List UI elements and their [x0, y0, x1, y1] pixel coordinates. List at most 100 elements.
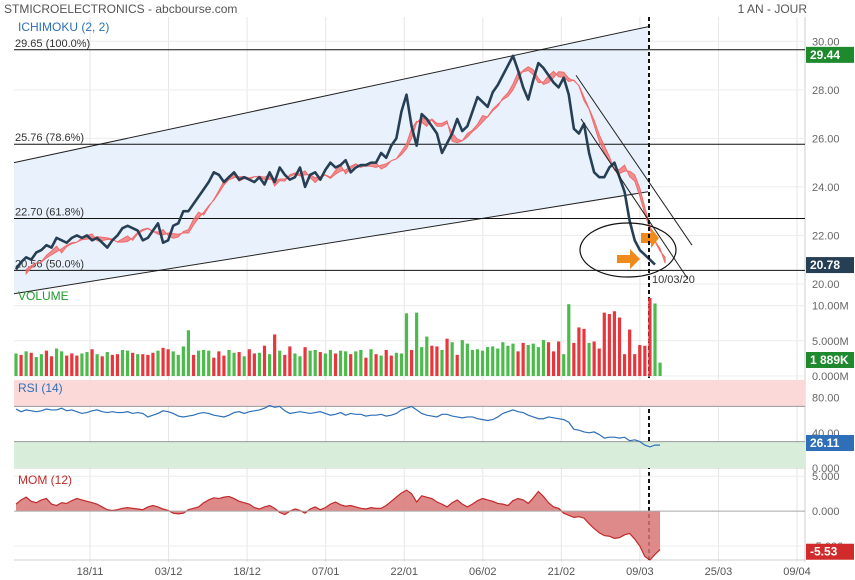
x-tick-label: 03/12: [155, 566, 183, 578]
volume-bar: [323, 353, 327, 376]
volume-bar: [308, 350, 312, 376]
volume-bar: [65, 355, 69, 376]
volume-bar: [267, 354, 272, 376]
rsi-axis-tick: 80.00: [812, 393, 840, 405]
volume-bar: [653, 303, 657, 376]
volume-bar: [136, 354, 140, 376]
price-axis-tick: 30.00: [812, 36, 840, 48]
volume-bar: [75, 355, 79, 376]
retracement-label: 25.76 (78.6%): [15, 132, 84, 144]
x-tick-label: 09/03: [626, 566, 654, 578]
volume-bar: [394, 352, 398, 376]
current-price-badge: 20.78: [810, 258, 840, 272]
panel-title-volume: VOLUME: [18, 289, 69, 303]
volume-bar: [44, 350, 49, 376]
volume-bar: [70, 353, 74, 376]
panel-title-mom: MOM (12): [18, 473, 72, 487]
volume-bar: [262, 345, 267, 376]
volume-bar: [491, 346, 495, 376]
volume-bar: [597, 348, 601, 376]
volume-bar: [186, 330, 191, 376]
x-tick-label: 18/12: [233, 566, 261, 578]
volume-bar: [430, 345, 434, 376]
volume-bar: [404, 313, 409, 376]
volume-bar: [415, 312, 419, 376]
volume-bar: [607, 314, 611, 376]
volume-bar: [511, 343, 515, 376]
volume-bar: [409, 349, 414, 376]
last-mom-badge: -5.53: [810, 545, 838, 559]
period-selector[interactable]: 1 AN - JOUR: [737, 2, 807, 16]
volume-bar: [460, 340, 464, 376]
volume-bar: [156, 350, 160, 376]
volume-bar: [551, 351, 556, 376]
volume-bar: [546, 342, 551, 376]
volume-axis-tick: 0.000M: [812, 371, 849, 383]
volume-bar: [115, 354, 120, 376]
volume-bar: [379, 355, 383, 376]
volume-bar: [318, 352, 322, 376]
volume-bar: [440, 349, 444, 376]
price-axis-tick: 28.00: [812, 85, 840, 97]
volume-bar: [207, 350, 211, 376]
volume-bar: [450, 342, 454, 376]
mom-axis-tick: 0.000: [812, 506, 840, 518]
volume-bar: [293, 353, 297, 376]
x-tick-label: 06/02: [469, 566, 497, 578]
price-axis-tick: 26.00: [812, 133, 840, 145]
volume-bar: [196, 350, 201, 376]
volume-bar: [303, 347, 307, 376]
volume-bar: [151, 352, 155, 376]
volume-axis-tick: 5.000M: [812, 336, 849, 348]
volume-bar: [445, 338, 449, 376]
volume-bar: [384, 349, 388, 376]
volume-bar: [222, 355, 226, 376]
last-rsi-badge: 26.11: [810, 436, 840, 450]
last-rsi-badge-bg: [806, 435, 854, 452]
volume-bar: [242, 356, 246, 376]
volume-bar: [470, 349, 475, 376]
volume-bar: [399, 353, 404, 376]
price-axis-tick: 24.00: [812, 182, 840, 194]
highlight-ellipse: [579, 222, 677, 278]
volume-bar: [531, 343, 535, 376]
rsi-line: [15, 404, 661, 448]
volume-bar: [567, 304, 571, 376]
volume-bar: [60, 351, 64, 376]
volume-bar: [131, 352, 135, 376]
volume-bar: [577, 327, 581, 376]
volume-bar: [364, 357, 368, 376]
volume-bar: [643, 345, 647, 376]
volume-bar: [622, 354, 627, 376]
mom-line: [15, 489, 661, 561]
volume-bar: [80, 353, 84, 376]
volume-bar: [181, 346, 185, 376]
last-volume-badge-bg: [806, 352, 854, 368]
volume-bar: [369, 349, 373, 376]
volume-bar: [19, 354, 23, 376]
volume-bar: [633, 354, 637, 376]
volume-bar: [475, 349, 480, 376]
volume-bar: [501, 342, 505, 376]
volume-bar: [658, 362, 662, 376]
volume-bar: [191, 354, 196, 376]
volume-bar: [202, 349, 206, 376]
volume-bar: [212, 357, 216, 376]
volume-bar: [374, 354, 378, 376]
volume-bar: [521, 342, 525, 376]
volume-bar: [227, 349, 231, 376]
volume-bar: [232, 352, 236, 376]
volume-bar: [125, 350, 130, 376]
volume-bar: [110, 354, 114, 376]
volume-bar: [146, 354, 150, 376]
rsi-overbought-zone: [14, 380, 805, 407]
x-tick-label: 18/11: [77, 566, 104, 578]
panel-title-ichimoku: ICHIMOKU (2, 2): [18, 20, 109, 34]
rsi-oversold-zone: [14, 441, 805, 468]
retracement-label: 29.65 (100.0%): [15, 38, 90, 50]
price-axis-tick: 20.00: [812, 279, 840, 291]
volume-bar: [612, 311, 617, 376]
volume-bar: [420, 347, 424, 376]
volume-bar: [100, 356, 104, 376]
